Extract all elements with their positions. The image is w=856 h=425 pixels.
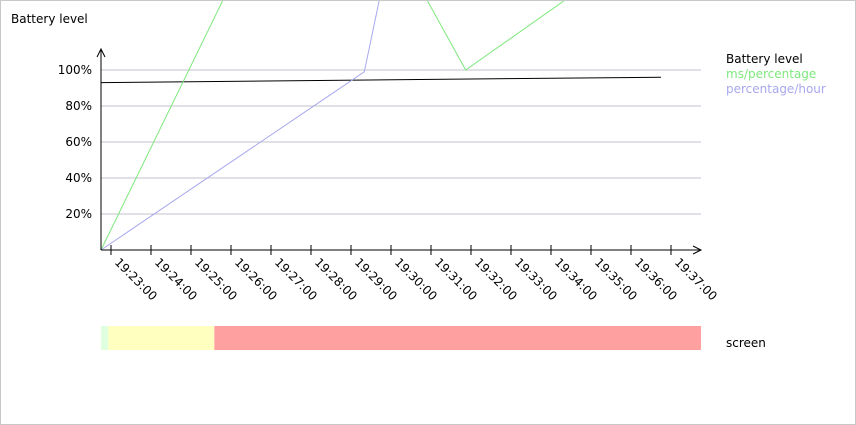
y-tick-labels: 20% 40% 60% 80% 100% [58,63,92,221]
x-tick-labels: 19:23:0019:24:0019:25:0019:26:0019:27:00… [110,245,720,303]
y-axis-arrow [96,47,106,58]
x-tick-label: 19:26:00 [232,255,280,303]
screen-status-label: screen [726,336,766,350]
x-tick-label: 19:25:00 [192,255,240,303]
x-tick-label: 19:28:00 [312,255,360,303]
x-tick-label: 19:31:00 [432,255,480,303]
x-tick-label: 19:23:00 [112,255,160,303]
legend-item: Battery level [726,52,803,66]
legend-item: percentage/hour [726,82,826,96]
series-line-1 [100,1,565,251]
x-tick-label: 19:27:00 [272,255,320,303]
status-segment [101,326,109,350]
y-tick-label: 60% [65,135,92,149]
x-tick-label: 19:24:00 [152,255,200,303]
legend-item: ms/percentage [726,67,816,81]
status-segment [214,326,702,350]
x-tick-label: 19:30:00 [392,255,440,303]
x-tick-label: 19:29:00 [352,255,400,303]
grid-lines [101,69,701,215]
series-line-2 [100,1,380,251]
y-axis-title: Battery level [11,12,88,26]
x-tick-label: 19:32:00 [472,255,520,303]
axes: 20% 40% 60% 80% 100% 19:23:0019:24:0019:25:0… [58,47,826,350]
x-tick-label: 19:33:00 [512,255,560,303]
y-tick-label: 20% [65,207,92,221]
y-tick-label: 40% [65,171,92,185]
x-tick-label: 19:34:00 [552,255,600,303]
x-tick-label: 19:35:00 [592,255,640,303]
x-axis-arrow [692,245,703,255]
y-tick-label: 100% [58,63,92,77]
y-tick-label: 80% [65,99,92,113]
series-line-0 [100,76,662,84]
x-tick-label: 19:37:00 [672,255,720,303]
status-segment [108,326,215,350]
series-group [100,1,662,251]
x-tick-label: 19:36:00 [632,255,680,303]
screen-status-bar [101,326,702,350]
legend: Battery levelms/percentagepercentage/hou… [726,52,826,96]
